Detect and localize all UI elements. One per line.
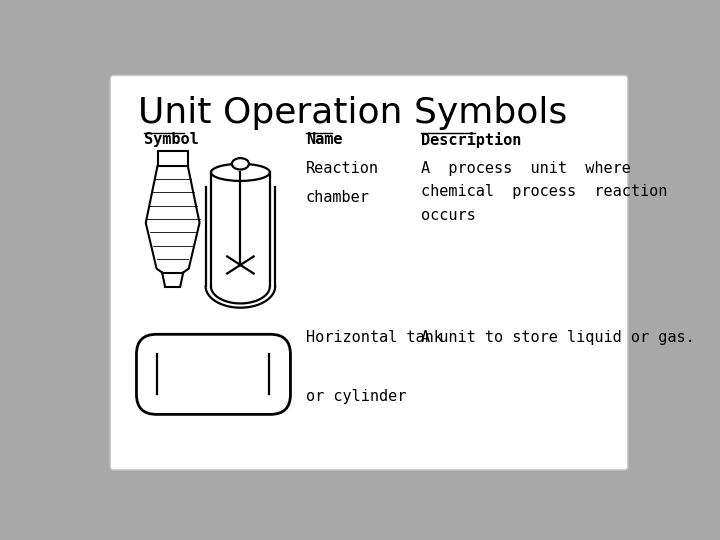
Text: Description: Description — [421, 132, 522, 148]
Text: Reaction
chamber: Reaction chamber — [306, 161, 379, 205]
Polygon shape — [327, 65, 411, 97]
FancyBboxPatch shape — [137, 334, 290, 414]
Text: A unit to store liquid or gas.: A unit to store liquid or gas. — [421, 330, 695, 346]
Text: Name: Name — [306, 132, 343, 147]
Text: A  process  unit  where
chemical  process  reaction
occurs: A process unit where chemical process re… — [421, 161, 667, 223]
FancyBboxPatch shape — [110, 76, 628, 470]
Text: Horizontal tank

or cylinder: Horizontal tank or cylinder — [306, 330, 443, 404]
Ellipse shape — [211, 164, 270, 181]
Ellipse shape — [232, 158, 249, 170]
Text: Unit Operation Symbols: Unit Operation Symbols — [138, 96, 567, 130]
Text: Symbol: Symbol — [144, 132, 199, 147]
